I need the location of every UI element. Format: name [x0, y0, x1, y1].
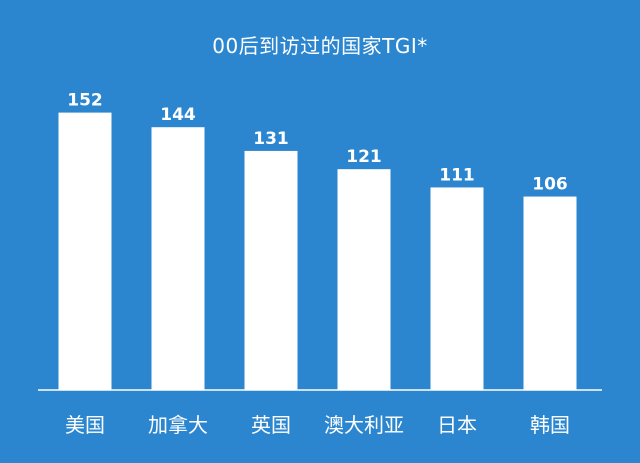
bar-6 [523, 196, 577, 390]
value-label-3: 131 [253, 129, 289, 149]
labels-layer: 152 美国 144 加拿大 131 英国 121 澳大利亚 111 日本 106 韩国 [65, 91, 570, 437]
category-label-3: 英国 [251, 413, 291, 437]
bar-4 [337, 169, 391, 390]
chart-title: 00后到访过的国家TGI* [212, 34, 428, 58]
category-label-4: 澳大利亚 [324, 413, 404, 437]
value-label-2: 144 [160, 105, 196, 125]
value-label-5: 111 [439, 165, 475, 185]
bar-2 [151, 127, 205, 390]
bar-1 [58, 112, 112, 390]
value-label-6: 106 [532, 175, 568, 195]
value-label-4: 121 [346, 147, 382, 167]
bars-layer [58, 112, 577, 390]
bar-3 [244, 150, 298, 390]
category-label-6: 韩国 [530, 413, 570, 437]
category-label-5: 日本 [437, 413, 477, 437]
category-label-1: 美国 [65, 413, 105, 437]
category-label-2: 加拿大 [148, 413, 208, 437]
bar-5 [430, 187, 484, 390]
value-label-1: 152 [67, 91, 103, 111]
